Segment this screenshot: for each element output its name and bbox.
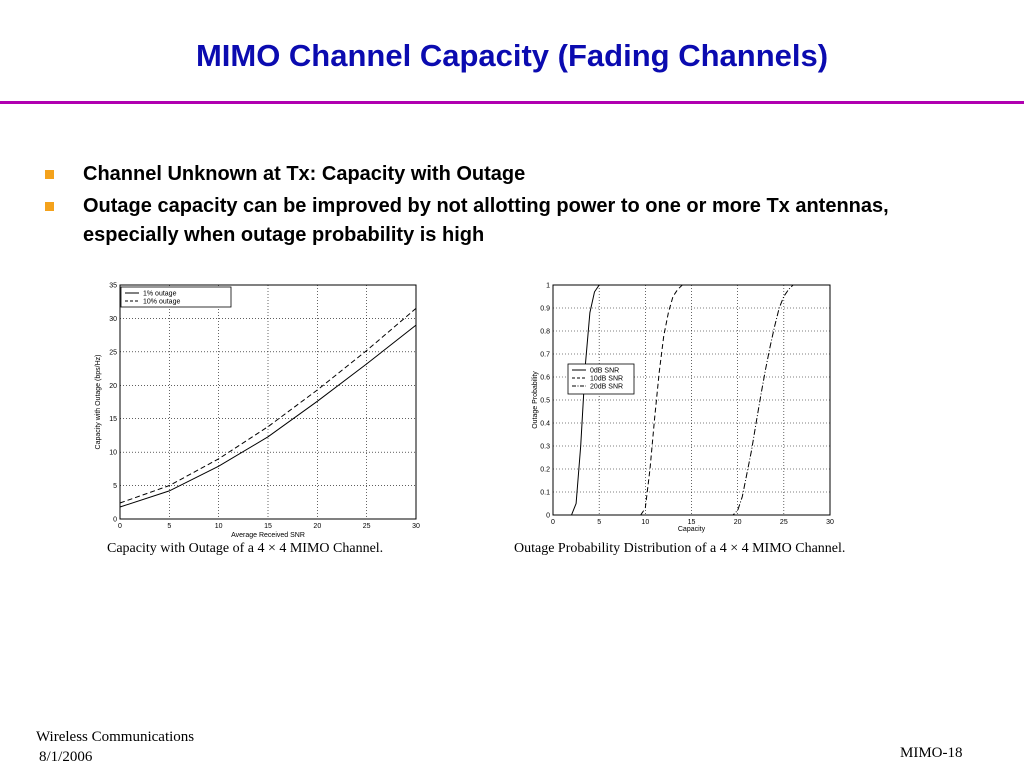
x-tick-label: 5: [167, 523, 171, 530]
y-tick-label: 0.8: [540, 329, 550, 336]
y-tick-label: 0.6: [540, 375, 550, 382]
legend-label: 1% outage: [143, 291, 177, 298]
x-tick-label: 10: [641, 519, 649, 526]
x-tick-label: 0: [551, 519, 555, 526]
x-tick-label: 15: [264, 523, 272, 530]
x-tick-label: 30: [412, 523, 420, 530]
bullet-item: Channel Unknown at Tx: Capacity with Out…: [44, 160, 944, 189]
y-tick-label: 0.4: [540, 421, 550, 428]
legend-box: [120, 286, 232, 308]
y-tick-label: 25: [109, 349, 117, 356]
y-tick-label: 5: [113, 483, 117, 490]
x-axis-label: Capacity: [678, 526, 706, 533]
y-tick-label: 0.5: [540, 398, 550, 405]
x-tick-label: 10: [215, 523, 223, 530]
x-tick-label: 0: [118, 523, 122, 530]
y-tick-label: 0.2: [540, 467, 550, 474]
x-tick-label: 25: [780, 519, 788, 526]
legend-label: 10dB SNR: [590, 376, 623, 383]
x-tick-label: 20: [734, 519, 742, 526]
title-divider: [0, 101, 1024, 104]
y-tick-label: 15: [109, 416, 117, 423]
y-tick-label: 0.9: [540, 306, 550, 313]
x-tick-label: 25: [363, 523, 371, 530]
x-tick-label: 30: [826, 519, 834, 526]
square-bullet-icon: [45, 170, 54, 179]
y-tick-label: 30: [109, 316, 117, 323]
x-tick-label: 5: [597, 519, 601, 526]
footer-course-info: Wireless Communications 8/1/2006: [36, 727, 194, 767]
y-tick-label: 0: [546, 513, 550, 520]
series-line: [119, 308, 417, 504]
y-tick-label: 0: [113, 517, 117, 524]
bullet-item: Outage capacity can be improved by not a…: [44, 192, 944, 250]
slide-title: MIMO Channel Capacity (Fading Channels): [195, 38, 829, 73]
x-axis-label: Average Received SNR: [231, 532, 305, 539]
legend-label: 0dB SNR: [590, 368, 619, 375]
footer-date: 8/1/2006: [39, 749, 93, 765]
x-tick-label: 15: [688, 519, 696, 526]
bullet-list: Channel Unknown at Tx: Capacity with Out…: [44, 160, 944, 253]
y-tick-label: 10: [109, 450, 117, 457]
series-line: [553, 284, 830, 516]
footer-slide-number: MIMO-18: [900, 745, 963, 761]
y-axis-label: Capacity with Outage (bps/Hz): [95, 355, 102, 450]
bullet-text: Channel Unknown at Tx: Capacity with Out…: [83, 163, 526, 185]
square-bullet-icon: [45, 202, 54, 211]
series-line: [119, 324, 417, 508]
series-line: [553, 284, 830, 516]
bullet-text: Outage capacity can be improved by not a…: [83, 195, 889, 246]
x-tick-label: 20: [313, 523, 321, 530]
capacity-chart: 0 5 10 15 20 25 30 0 5 10 15 20 25 30 35 Average Receiv…: [95, 283, 420, 540]
y-tick-label: 0.1: [540, 490, 550, 497]
y-tick-label: 20: [109, 383, 117, 390]
legend-box: [567, 363, 635, 395]
left-figure-caption: Capacity with Outage of a 4 × 4 MIMO Cha…: [107, 541, 384, 556]
footer-course: Wireless Communications: [36, 729, 195, 745]
legend-label: 20dB SNR: [590, 384, 623, 391]
y-tick-label: 35: [109, 283, 117, 290]
outage-chart: 0 5 10 15 20 25 30 0 0.1 0.2 0.3 0.4 0.5 0.6 0.7 0.8 0.9…: [532, 283, 834, 534]
y-tick-label: 1: [546, 283, 550, 290]
right-figure-caption: Outage Probability Distribution of a 4 ×…: [514, 541, 846, 556]
legend-label: 10% outage: [143, 299, 180, 306]
y-tick-label: 0.3: [540, 444, 550, 451]
y-tick-label: 0.7: [540, 352, 550, 359]
y-axis-label: Outage Probability: [532, 371, 539, 429]
